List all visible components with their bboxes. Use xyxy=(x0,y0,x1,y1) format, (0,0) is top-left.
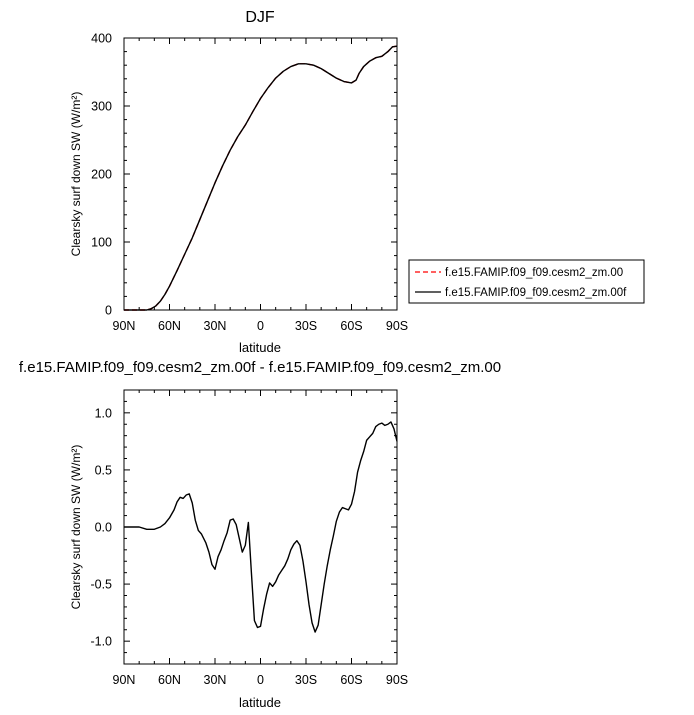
top-y-tick-label: 100 xyxy=(91,236,112,250)
top-panel-x-axis-label: latitude xyxy=(239,340,281,355)
top-panel-y-axis-label: Clearsky surf down SW (W/m²) xyxy=(69,92,83,257)
legend-label-1: f.e15.FAMIP.f09_f09.cesm2_zm.00f xyxy=(445,287,627,299)
top-x-tick-label: 30S xyxy=(295,319,317,333)
top-x-tick-label: 90S xyxy=(386,319,408,333)
top-y-tick-label: 0 xyxy=(105,304,112,318)
bottom-x-tick-label: 60N xyxy=(158,673,181,687)
bottom-panel-y-axis-label: Clearsky surf down SW (W/m²) xyxy=(69,445,83,610)
bottom-x-tick-label: 90N xyxy=(113,673,136,687)
bottom-x-tick-label: 0 xyxy=(257,673,264,687)
top-y-tick-label: 300 xyxy=(91,100,112,114)
top-x-tick-label: 30N xyxy=(204,319,227,333)
top-y-tick-label: 400 xyxy=(91,32,112,46)
top-series-line-0 xyxy=(124,45,398,311)
bottom-panel: f.e15.FAMIP.f09_f09.cesm2_zm.00f - f.e15… xyxy=(19,359,501,710)
top-x-tick-label: 90N xyxy=(113,319,136,333)
top-x-tick-label: 0 xyxy=(257,319,264,333)
bottom-x-tick-label: 30N xyxy=(204,673,227,687)
bottom-y-tick-label: -0.5 xyxy=(90,578,112,592)
bottom-series-line-0 xyxy=(124,421,398,633)
bottom-y-tick-label: 0.5 xyxy=(95,463,112,477)
legend: f.e15.FAMIP.f09_f09.cesm2_zm.00 f.e15.FA… xyxy=(408,259,645,304)
top-x-tick-label: 60N xyxy=(158,319,181,333)
bottom-y-tick-label: 1.0 xyxy=(95,406,112,420)
bottom-y-tick-label: -1.0 xyxy=(90,635,112,649)
top-x-tick-label: 60S xyxy=(340,319,362,333)
bottom-panel-title: f.e15.FAMIP.f09_f09.cesm2_zm.00f - f.e15… xyxy=(19,359,501,376)
bottom-x-tick-label: 90S xyxy=(386,673,408,687)
top-panel: DJF latitude Clearsky surf down SW (W/m²… xyxy=(69,9,408,355)
legend-label-0: f.e15.FAMIP.f09_f09.cesm2_zm.00 xyxy=(445,267,623,279)
legend-box xyxy=(408,259,645,304)
top-panel-title: DJF xyxy=(245,9,275,26)
top-y-tick-label: 200 xyxy=(91,168,112,182)
bottom-panel-x-axis-label: latitude xyxy=(239,695,281,710)
bottom-y-tick-label: 0.0 xyxy=(95,521,112,535)
top-series-line-1 xyxy=(124,45,398,311)
bottom-x-tick-label: 30S xyxy=(295,673,317,687)
bottom-x-tick-label: 60S xyxy=(340,673,362,687)
